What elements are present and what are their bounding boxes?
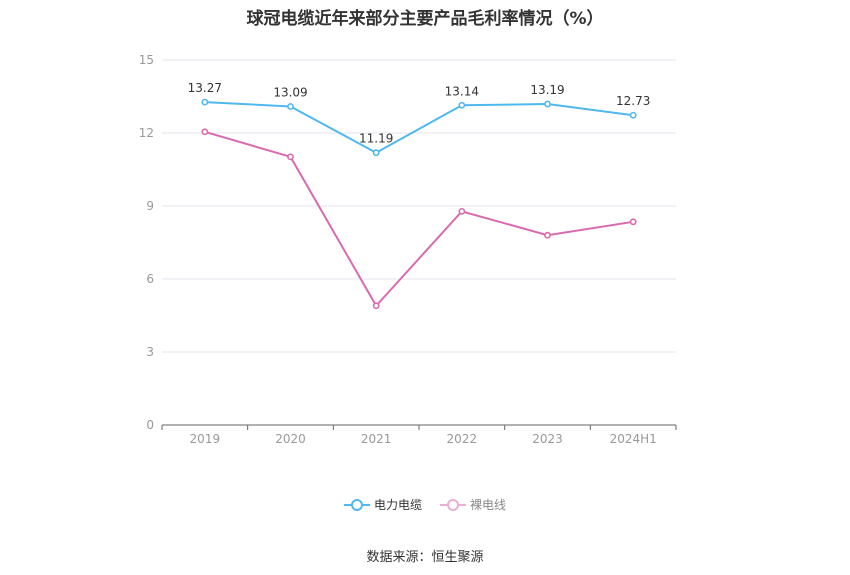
data-label-0: 13.14 [445, 84, 479, 98]
x-tick-label: 2024H1 [610, 432, 657, 446]
legend: 电力电缆 裸电线 [0, 496, 850, 513]
legend-label-bare-wire: 裸电线 [470, 498, 507, 512]
legend-item-power-cable[interactable]: 电力电缆 [343, 496, 422, 513]
data-label-0: 12.73 [616, 94, 650, 108]
data-point-1 [372, 302, 380, 310]
data-point-0 [287, 103, 294, 110]
y-tick-label: 15 [139, 53, 154, 67]
x-tick-label: 2023 [532, 432, 563, 446]
data-point-1 [544, 231, 551, 239]
data-label-0: 13.27 [188, 81, 222, 95]
legend-swatch-bare-wire [440, 498, 466, 511]
legend-swatch-power-cable [343, 498, 370, 511]
y-tick-label: 9 [146, 199, 154, 213]
y-tick-label: 6 [146, 272, 154, 286]
data-point-0 [458, 101, 466, 109]
data-point-0 [629, 111, 637, 119]
series-line-0 [204, 101, 634, 154]
chart-title: 球冠电缆近年来部分主要产品毛利率情况（%） [246, 9, 604, 29]
series-line-1 [204, 130, 634, 308]
data-point-1 [201, 128, 209, 136]
data-point-1 [458, 207, 466, 215]
data-label-0: 13.09 [273, 85, 307, 99]
x-tick-label: 2021 [361, 432, 392, 446]
legend-label-power-cable: 电力电缆 [373, 498, 422, 512]
x-tick-label: 2019 [190, 432, 221, 446]
data-label-0: 11.19 [359, 132, 393, 146]
data-point-0 [372, 149, 380, 157]
y-tick-label: 3 [146, 345, 154, 359]
data-point-0 [201, 98, 209, 106]
data-point-0 [544, 100, 551, 108]
data-source: 数据来源：恒生聚源 [366, 550, 484, 565]
data-point-1 [629, 218, 637, 226]
x-tick-label: 2022 [447, 432, 478, 446]
data-label-0: 13.19 [530, 83, 564, 97]
data-point-1 [287, 153, 294, 161]
y-tick-label: 12 [139, 126, 154, 140]
y-tick-label: 0 [146, 418, 154, 432]
x-tick-label: 2020 [275, 432, 306, 446]
legend-item-bare-wire[interactable]: 裸电线 [440, 496, 506, 513]
